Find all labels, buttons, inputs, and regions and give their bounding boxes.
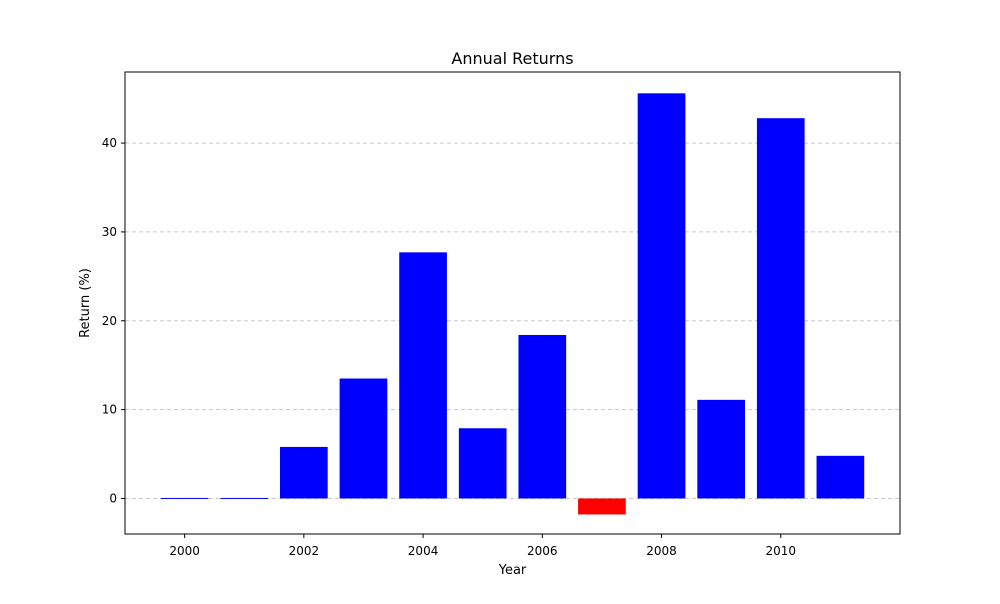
y-ticks: 0 10 20 30 40 [102, 136, 125, 505]
x-tick-label: 2004 [408, 544, 439, 558]
plot-frame [124, 71, 901, 535]
y-tick-label: 10 [102, 403, 117, 417]
y-tick-label: 30 [102, 225, 117, 239]
bar-2006 [518, 334, 567, 499]
y-axis-label: Return (%) [78, 268, 93, 338]
x-ticks: 2000 2002 2004 2006 2008 2010 [169, 534, 796, 558]
x-tick-label: 2008 [646, 544, 677, 558]
bar-2001 [220, 497, 269, 499]
x-axis-label: Year [498, 563, 527, 578]
bar-2008 [637, 93, 686, 499]
chart-title: Annual Returns [451, 49, 573, 68]
x-tick-label: 2006 [527, 544, 558, 558]
x-tick-label: 2002 [289, 544, 320, 558]
y-tick-label: 0 [109, 491, 117, 505]
bar-2009 [697, 399, 745, 499]
bar-2002 [280, 446, 328, 499]
x-tick-label: 2010 [765, 544, 796, 558]
bar-2004 [399, 252, 447, 499]
y-tick-label: 40 [102, 136, 117, 150]
bar-2010 [756, 118, 805, 499]
bars-layer [160, 93, 865, 515]
y-tick-label: 20 [102, 314, 117, 328]
x-tick-label: 2000 [169, 544, 200, 558]
bar-2000 [160, 497, 209, 499]
bar-2005 [458, 428, 507, 499]
bar-2011 [816, 455, 865, 499]
bar-2007 [578, 498, 626, 515]
bar-2003 [339, 378, 388, 499]
